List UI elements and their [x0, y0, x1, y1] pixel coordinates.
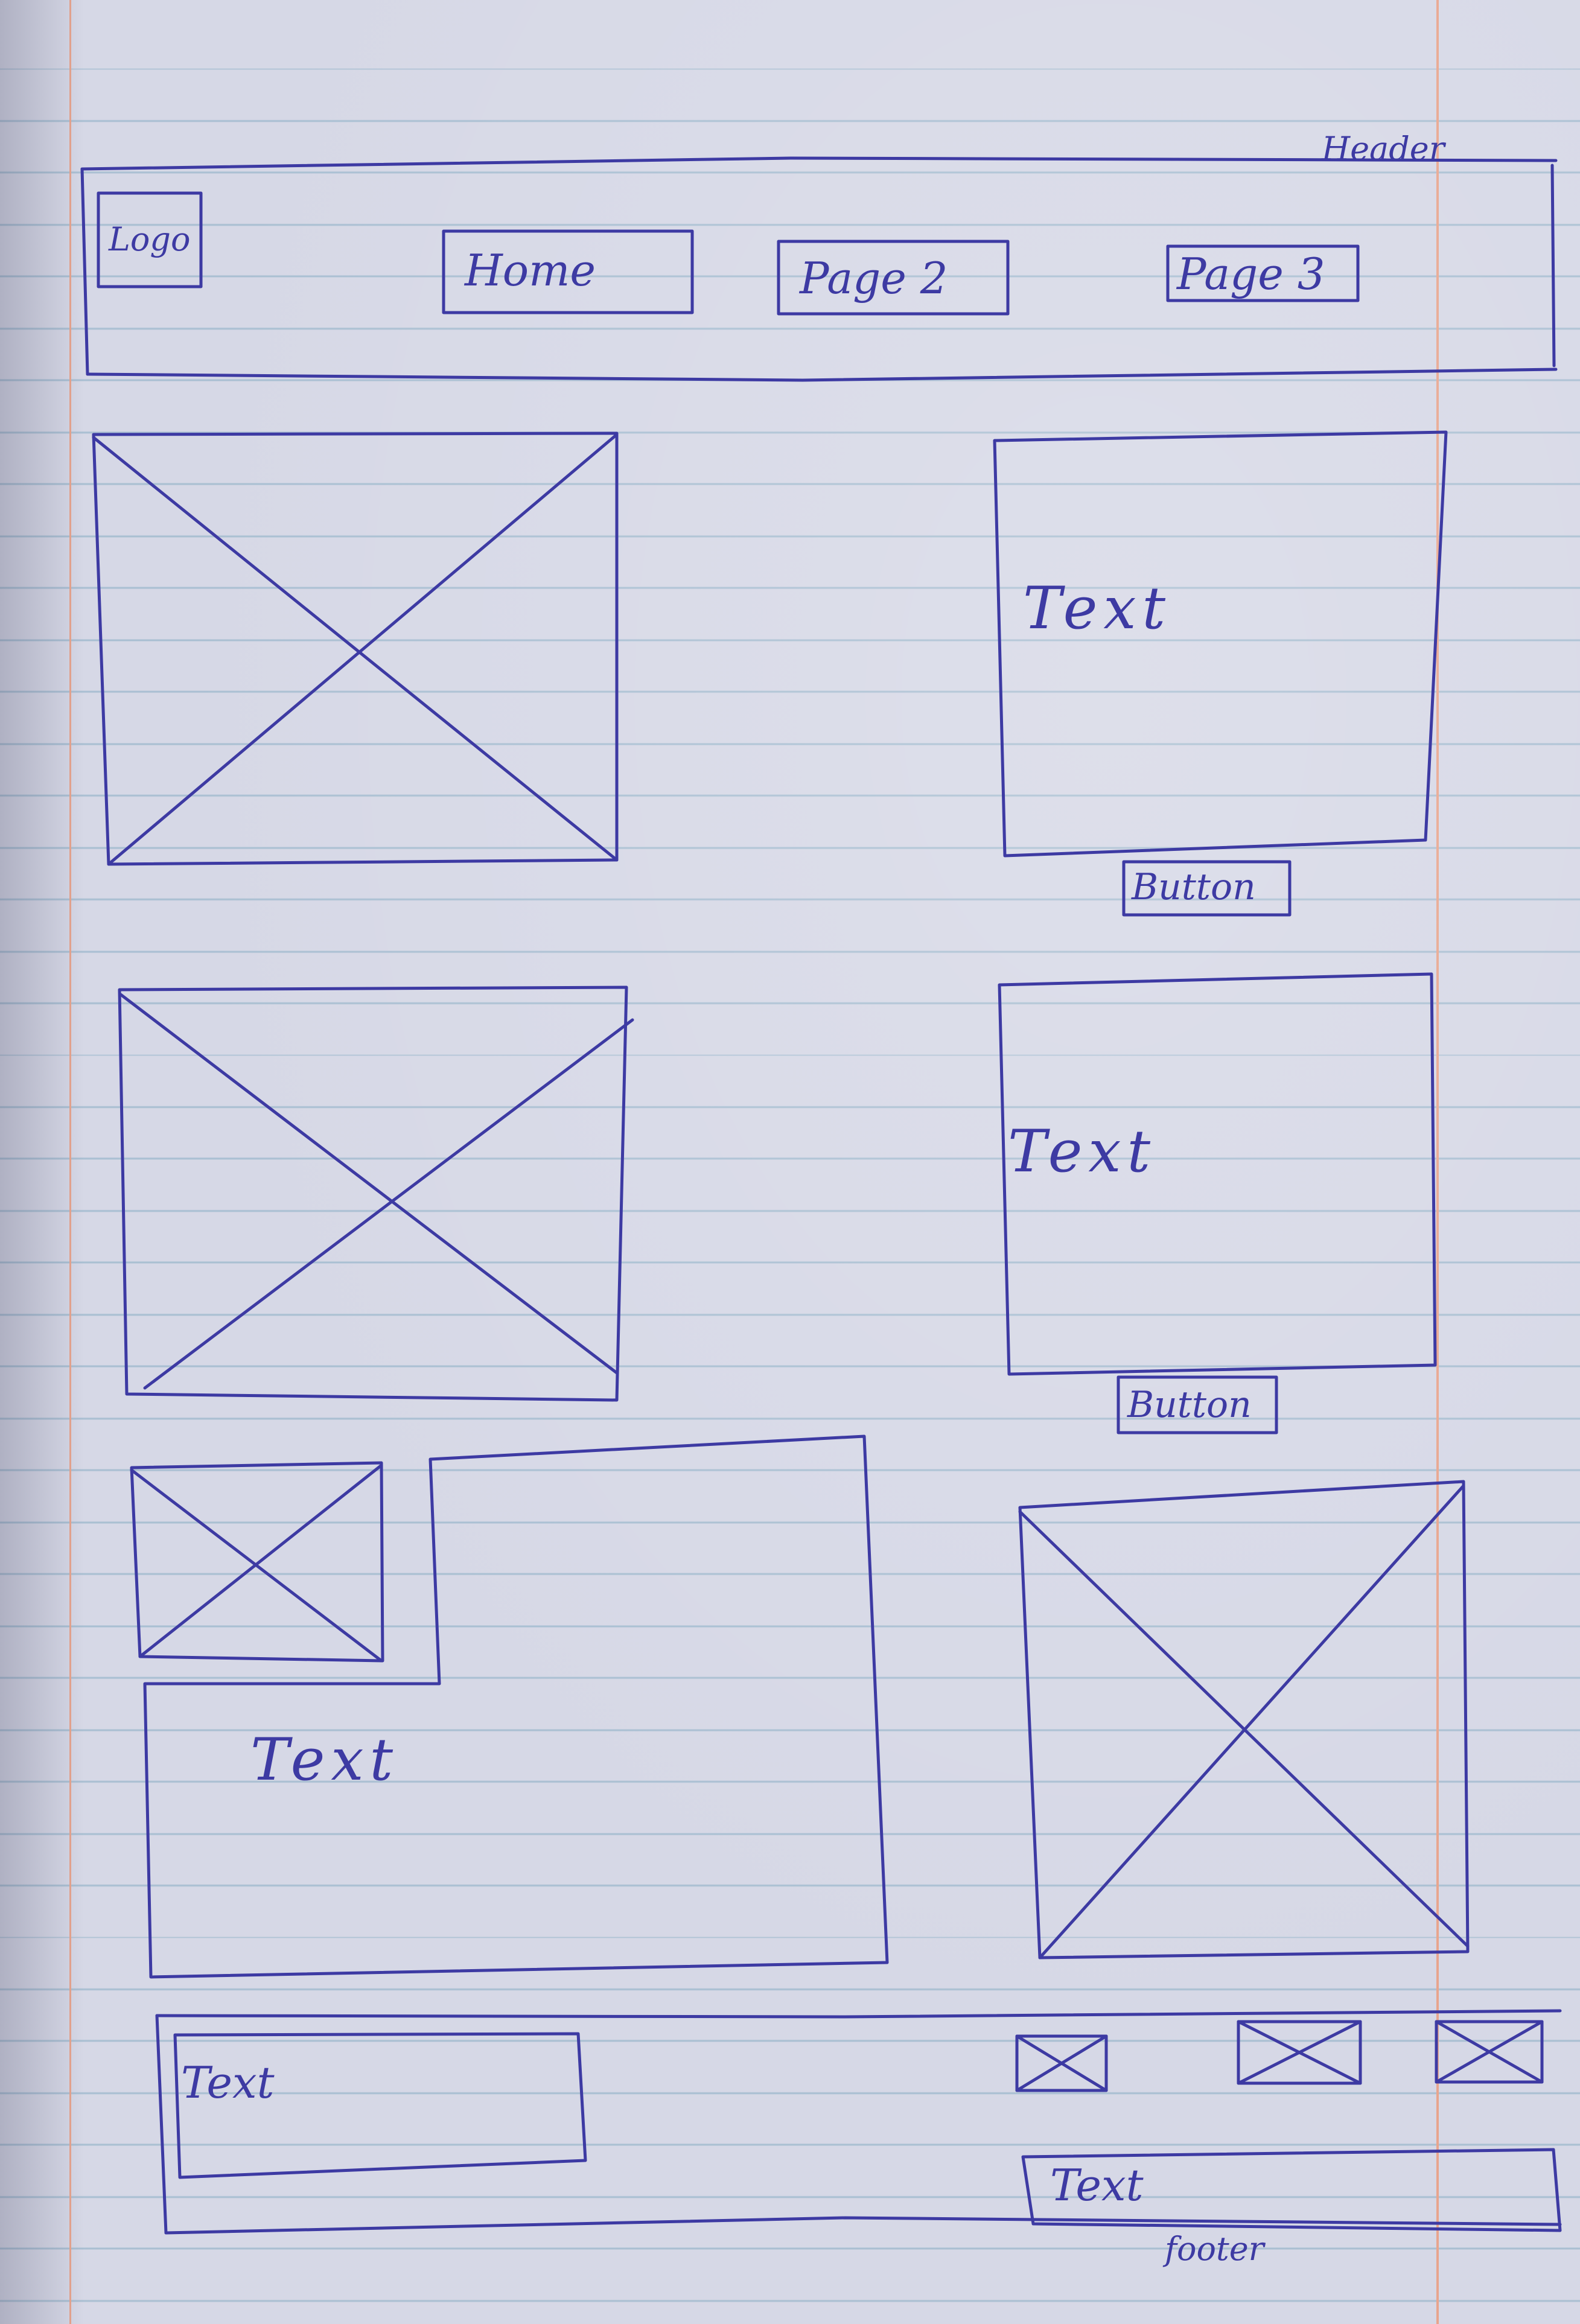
text-box-3: [143, 1434, 889, 1979]
image-placeholder-3: [1018, 1480, 1470, 1959]
text-1-label: Text: [1023, 575, 1172, 642]
nav-page3-label: Page 3: [1177, 249, 1325, 299]
logo-box[interactable]: [97, 191, 203, 288]
footer-frame: [155, 2009, 1562, 2235]
image-placeholder-small: [130, 1461, 384, 1663]
footer-icon-1[interactable]: [1015, 2034, 1108, 2092]
text-3-label: Text: [250, 1726, 400, 1794]
text-box-2: [998, 972, 1437, 1376]
image-placeholder-2: [118, 985, 634, 1402]
footer-icon-2[interactable]: [1237, 2020, 1362, 2085]
footer-caption: footer: [1165, 2230, 1264, 2268]
right-margin-line: [1436, 0, 1439, 2324]
left-margin-line: [69, 0, 71, 2324]
footer-text-box-left: [173, 2032, 587, 2179]
button-1-box[interactable]: [1122, 860, 1292, 917]
footer-text-box-right: [1021, 2148, 1562, 2232]
text-box-1: [993, 430, 1448, 858]
image-placeholder-1: [92, 431, 619, 866]
nav-page2-box[interactable]: [777, 240, 1010, 316]
footer-text-right-label: Text: [1050, 2160, 1144, 2211]
button-2-label: Button: [1127, 1384, 1252, 1426]
nav-page3-box[interactable]: [1166, 244, 1360, 302]
button-2-box[interactable]: [1117, 1375, 1278, 1434]
button-1-label: Button: [1132, 866, 1256, 908]
logo-label: Logo: [109, 220, 191, 258]
nav-home-label: Home: [465, 245, 596, 296]
header-frame: [80, 156, 1558, 382]
nav-page2-label: Page 2: [800, 253, 948, 304]
header-caption: Header: [1322, 130, 1445, 168]
footer-icon-3[interactable]: [1435, 2020, 1544, 2084]
text-2-label: Text: [1008, 1118, 1157, 1185]
footer-text-left-label: Text: [181, 2057, 275, 2108]
nav-home-box[interactable]: [442, 229, 694, 314]
